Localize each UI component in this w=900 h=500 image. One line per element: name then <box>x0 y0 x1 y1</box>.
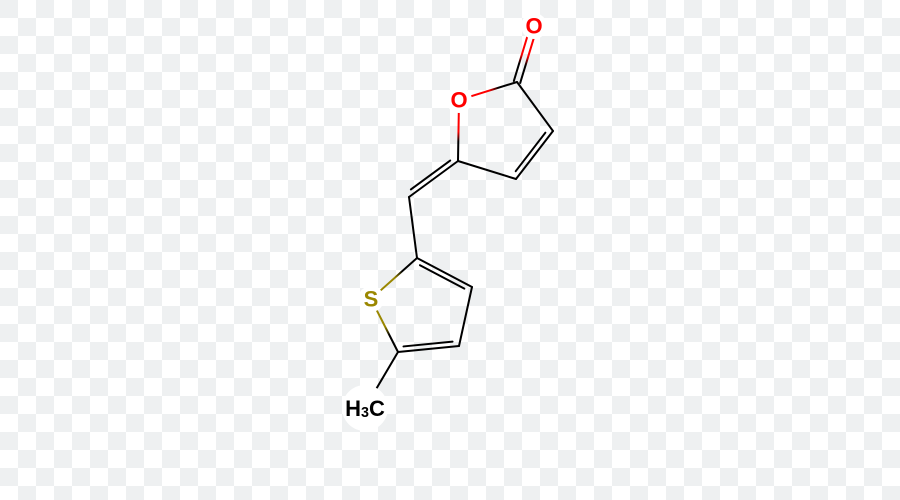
atom-O_keto: O <box>525 14 542 39</box>
atom-O_ring: O <box>450 88 467 113</box>
atom-S: S <box>364 287 379 312</box>
molecule-diagram: OOSH3C <box>0 0 900 500</box>
